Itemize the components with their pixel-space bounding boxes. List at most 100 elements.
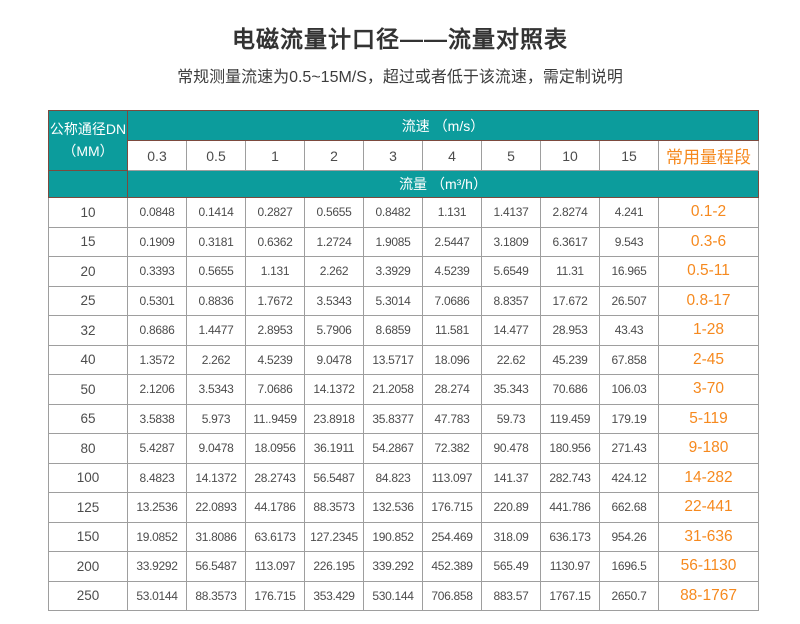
flow-value-cell: 0.3393 — [127, 256, 187, 287]
flow-value-cell: 2.8953 — [245, 315, 305, 346]
table-row: 150 19.0852 31.8086 63.6173 127.2345 190.852 2… — [48, 521, 760, 552]
flow-value-cell: 254.469 — [422, 521, 482, 552]
flow-value-cell: 70.686 — [540, 374, 600, 405]
flow-value-cell: 2650.7 — [599, 580, 659, 611]
flow-value-cell: 18.096 — [422, 344, 482, 375]
flow-value-cell: 441.786 — [540, 492, 600, 523]
flow-value-cell: 1.131 — [422, 197, 482, 228]
flow-value-cell: 636.173 — [540, 521, 600, 552]
flow-value-cell: 1.131 — [245, 256, 305, 287]
flow-value-cell: 530.144 — [363, 580, 423, 611]
flow-value-cell: 3.5838 — [127, 403, 187, 434]
flow-value-cell: 179.19 — [599, 403, 659, 434]
dn-cell: 50 — [48, 374, 128, 405]
flow-value-cell: 271.43 — [599, 433, 659, 464]
flow-value-cell: 7.0686 — [245, 374, 305, 405]
flow-value-cell: 1.7672 — [245, 285, 305, 316]
flow-value-cell: 2.262 — [304, 256, 364, 287]
flow-value-cell: 4.5239 — [422, 256, 482, 287]
flow-value-cell: 1.3572 — [127, 344, 187, 375]
flow-value-cell: 0.8686 — [127, 315, 187, 346]
flow-value-cell: 1696.5 — [599, 551, 659, 582]
range-cell: 88-1767 — [657, 580, 760, 611]
page-title: 电磁流量计口径——流量对照表 — [232, 26, 568, 52]
flow-value-cell: 2.1206 — [127, 374, 187, 405]
range-cell: 56-1130 — [657, 551, 760, 582]
flow-value-cell: 141.37 — [481, 462, 541, 493]
flow-value-cell: 11.581 — [422, 315, 482, 346]
flow-value-cell: 3.5343 — [186, 374, 246, 405]
flow-value-cell: 88.3573 — [186, 580, 246, 611]
flow-value-cell: 113.097 — [245, 551, 305, 582]
flow-value-cell: 0.1414 — [186, 197, 246, 228]
flow-value-cell: 0.5301 — [127, 285, 187, 316]
page-subtitle: 常规测量流速为0.5~15M/S，超过或者低于该流速，需定制说明 — [177, 69, 623, 86]
flow-value-cell: 0.2827 — [245, 197, 305, 228]
range-cell: 5-119 — [657, 403, 760, 434]
flow-value-cell: 4.241 — [599, 197, 659, 228]
flow-value-cell: 3.5343 — [304, 285, 364, 316]
dn-cell: 15 — [48, 226, 128, 257]
flow-value-cell: 63.6173 — [245, 521, 305, 552]
flow-value-cell: 119.459 — [540, 403, 600, 434]
flow-value-cell: 0.8836 — [186, 285, 246, 316]
flow-value-cell: 35.343 — [481, 374, 541, 405]
flow-value-cell: 16.965 — [599, 256, 659, 287]
flow-value-cell: 0.6362 — [245, 226, 305, 257]
flow-value-cell: 0.5655 — [186, 256, 246, 287]
flow-value-cell: 176.715 — [245, 580, 305, 611]
flow-value-cell: 36.1911 — [304, 433, 364, 464]
flow-value-cell: 176.715 — [422, 492, 482, 523]
flow-value-cell: 9.0478 — [304, 344, 364, 375]
velocity-header: 流速 （m/s） — [126, 110, 760, 141]
flow-value-cell: 127.2345 — [304, 521, 364, 552]
flow-value-cell: 67.858 — [599, 344, 659, 375]
flow-value-cell: 883.57 — [481, 580, 541, 611]
range-cell: 31-636 — [657, 521, 760, 552]
flow-value-cell: 45.239 — [540, 344, 600, 375]
velocity-header-cell: 0.5 — [186, 140, 246, 171]
flow-value-cell: 26.507 — [599, 285, 659, 316]
flow-value-cell: 5.6549 — [481, 256, 541, 287]
flow-value-cell: 23.8918 — [304, 403, 364, 434]
flow-value-cell: 11..9459 — [245, 403, 305, 434]
velocity-header-cell: 3 — [363, 140, 423, 171]
dn-cell: 80 — [48, 433, 128, 464]
flow-value-cell: 706.858 — [422, 580, 482, 611]
range-cell: 0.1-2 — [657, 197, 760, 228]
flow-value-cell: 226.195 — [304, 551, 364, 582]
flow-value-cell: 28.274 — [422, 374, 482, 405]
range-cell: 0.3-6 — [657, 226, 760, 257]
flow-value-cell: 5.7906 — [304, 315, 364, 346]
flow-value-cell: 954.26 — [599, 521, 659, 552]
flow-value-cell: 565.49 — [481, 551, 541, 582]
flow-value-cell: 190.852 — [363, 521, 423, 552]
flow-value-cell: 8.6859 — [363, 315, 423, 346]
flow-value-cell: 5.4287 — [127, 433, 187, 464]
table-row: 80 5.4287 9.0478 18.0956 36.1911 54.2867 72.38… — [48, 433, 760, 464]
flow-value-cell: 4.5239 — [245, 344, 305, 375]
flow-value-cell: 22.62 — [481, 344, 541, 375]
flow-value-cell: 318.09 — [481, 521, 541, 552]
table-row: 10 0.0848 0.1414 0.2827 0.5655 0.8482 1.131 1.4… — [48, 197, 760, 228]
flow-value-cell: 44.1786 — [245, 492, 305, 523]
table-row: 40 1.3572 2.262 4.5239 9.0478 13.5717 18.096 22… — [48, 344, 760, 375]
dn-header-line1: 公称通径DN — [49, 120, 127, 137]
flow-value-cell: 2.5447 — [422, 226, 482, 257]
flow-value-cell: 5.973 — [186, 403, 246, 434]
flow-value-cell: 132.536 — [363, 492, 423, 523]
flow-value-cell: 3.1809 — [481, 226, 541, 257]
table-row: 50 2.1206 3.5343 7.0686 14.1372 21.2058 28.274… — [48, 374, 760, 405]
range-column-header: 常用量程段 — [657, 140, 760, 171]
dn-column-header: 公称通径DN （MM） — [48, 110, 128, 171]
flow-value-cell: 43.43 — [599, 315, 659, 346]
dn-cell: 32 — [48, 315, 128, 346]
range-cell: 9-180 — [657, 433, 760, 464]
flow-value-cell: 35.8377 — [363, 403, 423, 434]
flow-value-cell: 180.956 — [540, 433, 600, 464]
flow-value-cell: 17.672 — [540, 285, 600, 316]
flow-value-cell: 11.31 — [540, 256, 600, 287]
flow-value-cell: 0.5655 — [304, 197, 364, 228]
range-cell: 2-45 — [657, 344, 760, 375]
